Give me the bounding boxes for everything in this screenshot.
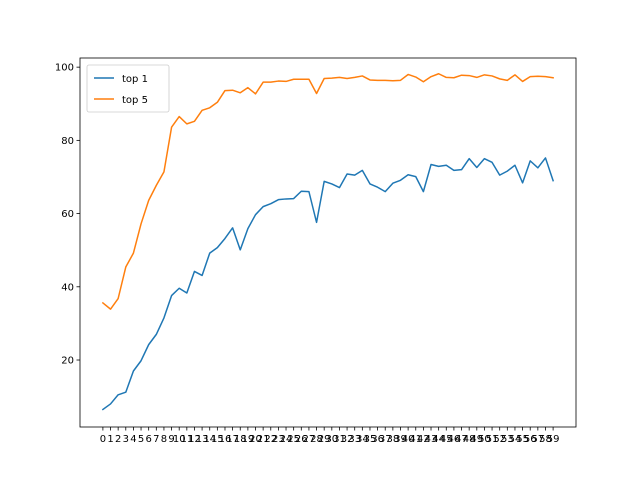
y-tick-label: 20 bbox=[61, 356, 74, 367]
y-tick-label: 40 bbox=[61, 282, 74, 293]
x-tick-label: 5 bbox=[138, 434, 144, 445]
x-tick-label: 2 bbox=[115, 434, 121, 445]
x-tick-label: 7 bbox=[153, 434, 159, 445]
x-tick-label: 4 bbox=[130, 434, 136, 445]
y-tick-label: 100 bbox=[55, 63, 74, 74]
legend: top 1 top 5 bbox=[87, 65, 169, 112]
x-tick-label: 8 bbox=[161, 434, 167, 445]
y-tick-label: 60 bbox=[61, 209, 74, 220]
y-tick-label: 80 bbox=[61, 136, 74, 147]
x-tick-label: 59 bbox=[547, 434, 560, 445]
legend-label-top-5: top 5 bbox=[122, 95, 148, 106]
x-tick-label: 3 bbox=[123, 434, 129, 445]
legend-label-top-1: top 1 bbox=[122, 74, 148, 85]
x-tick-label: 1 bbox=[107, 434, 113, 445]
x-tick-label: 0 bbox=[100, 434, 106, 445]
x-tick-label: 6 bbox=[145, 434, 151, 445]
